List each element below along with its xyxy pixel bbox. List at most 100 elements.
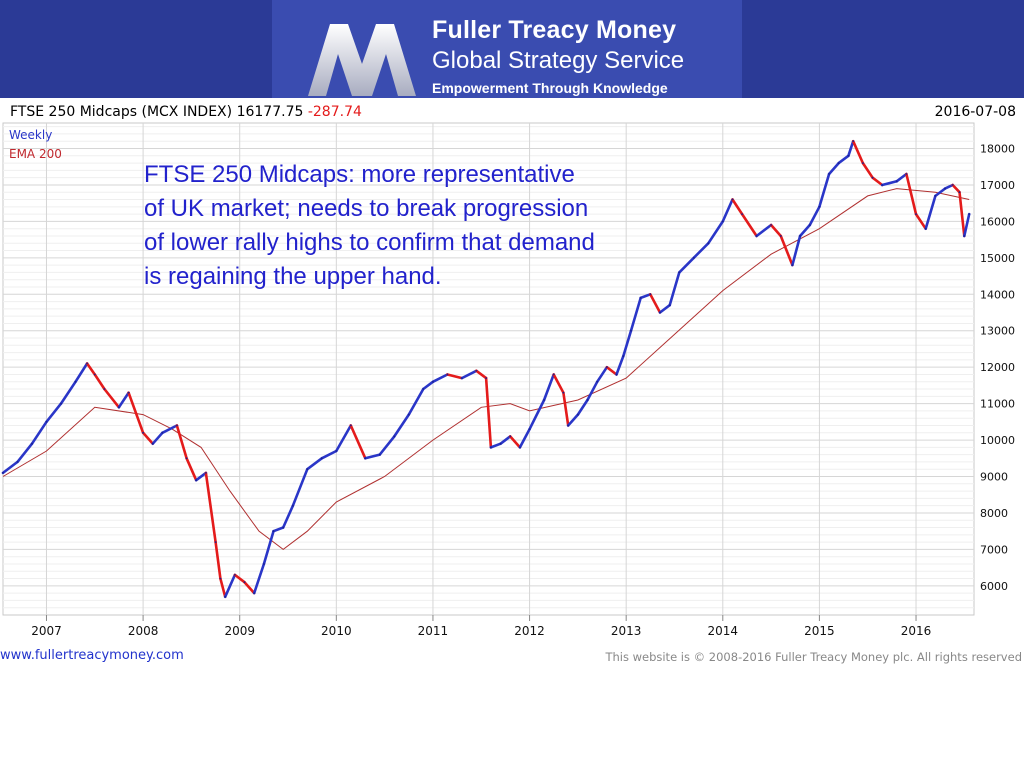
data-point xyxy=(407,413,410,416)
data-point xyxy=(963,235,966,237)
data-point xyxy=(378,453,381,456)
data-point xyxy=(905,173,908,175)
series-weekly-segment xyxy=(252,562,266,595)
series-weekly-segment xyxy=(219,577,227,599)
series-weekly-segment xyxy=(214,540,222,580)
data-point xyxy=(852,140,855,143)
data-point xyxy=(606,366,608,369)
x-tick-label: 2007 xyxy=(31,624,62,638)
data-point xyxy=(562,391,565,394)
data-point xyxy=(951,184,954,186)
series-weekly-segment xyxy=(861,161,874,180)
brand-tagline: Empowerment Through Knowledge xyxy=(432,80,668,96)
data-point xyxy=(755,235,758,237)
data-point xyxy=(219,577,222,580)
series-weekly-segment xyxy=(934,187,947,198)
data-point xyxy=(243,581,246,584)
series-weekly-segment xyxy=(272,526,285,533)
x-tick-label: 2015 xyxy=(804,624,835,638)
series-weekly-segment xyxy=(755,223,773,238)
series-weekly-segment xyxy=(407,387,425,416)
series-weekly-segment xyxy=(475,369,488,380)
series-weekly-segment xyxy=(233,573,246,584)
footer-copyright: This website is © 2008-2016 Fuller Treac… xyxy=(605,650,1022,664)
data-point xyxy=(74,380,77,383)
x-tick-label: 2009 xyxy=(224,624,255,638)
footer-link[interactable]: www.fullertreacymoney.com xyxy=(0,648,184,663)
series-weekly-segment xyxy=(175,424,188,460)
y-tick-label: 11000 xyxy=(980,398,1015,411)
brand-name: Fuller Treacy Money xyxy=(432,16,677,44)
series-weekly-segment xyxy=(779,234,794,267)
data-point xyxy=(731,198,734,201)
data-point xyxy=(393,435,396,438)
data-point xyxy=(543,399,545,401)
series-weekly-segment xyxy=(489,442,502,449)
data-point xyxy=(837,162,840,164)
data-point xyxy=(958,191,961,194)
data-point xyxy=(924,227,927,230)
series-weekly-segment xyxy=(837,154,850,165)
chart-title: FTSE 250 Midcaps (MCX INDEX) xyxy=(10,104,233,120)
series-weekly-segment xyxy=(204,471,217,544)
series-weekly-segment xyxy=(721,198,734,223)
data-point xyxy=(668,304,671,307)
series-weekly-segment xyxy=(605,365,618,376)
data-point xyxy=(272,530,275,533)
data-point xyxy=(499,442,502,445)
chart-date: 2016-07-08 xyxy=(934,104,1016,120)
data-point xyxy=(60,402,62,405)
data-point xyxy=(567,424,570,427)
plot-area xyxy=(2,122,975,616)
series-weekly-segment xyxy=(677,256,696,274)
data-point xyxy=(862,162,864,164)
x-tick-label: 2013 xyxy=(611,624,642,638)
series-weekly-segment xyxy=(692,242,710,260)
series-weekly-segment xyxy=(363,453,382,460)
series-weekly-segment xyxy=(243,580,256,595)
data-point xyxy=(721,220,724,223)
y-tick-label: 7000 xyxy=(980,543,1008,556)
data-point xyxy=(639,297,642,299)
data-point xyxy=(509,435,512,438)
series-weekly-segment xyxy=(85,362,97,376)
price-change: -287.74 xyxy=(307,104,362,120)
data-point xyxy=(847,154,850,157)
series-weekly-segment xyxy=(460,369,478,380)
data-point xyxy=(741,213,743,215)
data-point xyxy=(770,224,772,226)
data-point xyxy=(364,457,367,460)
series-weekly-segment xyxy=(818,172,831,209)
series-weekly-segment xyxy=(769,223,783,238)
data-point xyxy=(349,424,352,427)
data-point xyxy=(432,380,434,383)
data-point xyxy=(934,195,937,197)
series-weekly-segment xyxy=(566,413,580,427)
data-point xyxy=(16,461,19,463)
data-point xyxy=(45,420,48,423)
series-weekly-segment xyxy=(320,449,338,460)
series-weekly-segment xyxy=(851,139,865,165)
data-point xyxy=(461,377,463,379)
series-weekly-segment xyxy=(291,467,309,508)
series-weekly-segment xyxy=(194,471,208,482)
y-tick-label: 18000 xyxy=(980,143,1015,156)
series-weekly-segment xyxy=(185,456,198,482)
data-point xyxy=(828,173,830,175)
series-weekly-segment xyxy=(629,296,643,332)
price-chart: 6000 7000 8000 9000 10000 11000 12000 13000 1400… xyxy=(1,122,1015,638)
legend-ema: EMA 200 xyxy=(9,147,62,161)
series-weekly-segment xyxy=(827,161,841,176)
data-point xyxy=(485,377,487,379)
data-point xyxy=(678,271,681,274)
y-tick-label: 13000 xyxy=(980,325,1015,338)
series-weekly-segment xyxy=(93,373,106,391)
data-point xyxy=(335,450,338,452)
chart-annotation: FTSE 250 Midcaps: more representative of… xyxy=(144,158,689,294)
data-point xyxy=(490,446,492,449)
data-point xyxy=(519,446,521,449)
data-point xyxy=(205,472,207,474)
series-weekly-segment xyxy=(1,460,19,475)
data-point xyxy=(446,373,449,376)
series-weekly-segment xyxy=(281,504,295,529)
